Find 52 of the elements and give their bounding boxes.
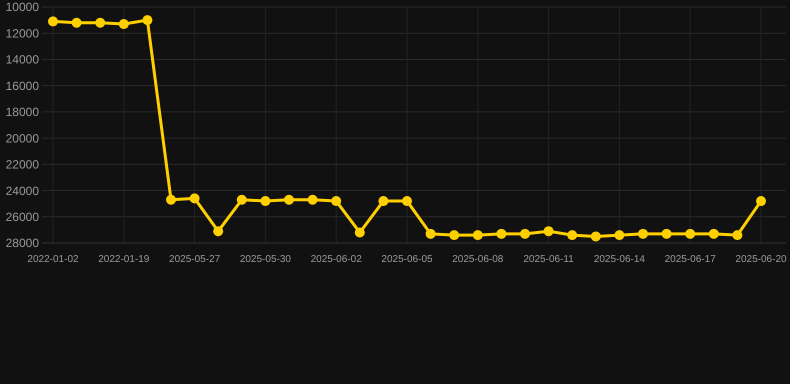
point bbox=[142, 15, 152, 26]
point bbox=[402, 196, 412, 206]
point bbox=[472, 230, 483, 240]
x-tick-label: 2025-06-08 bbox=[452, 254, 504, 265]
point bbox=[354, 228, 365, 238]
point bbox=[213, 226, 224, 236]
point bbox=[190, 193, 200, 204]
point bbox=[236, 194, 247, 205]
point bbox=[166, 194, 176, 205]
point bbox=[284, 194, 294, 205]
point bbox=[544, 226, 554, 236]
point bbox=[449, 230, 460, 240]
point bbox=[567, 230, 578, 240]
point bbox=[118, 19, 129, 30]
y-tick-label: 22000 bbox=[6, 158, 40, 172]
point bbox=[520, 228, 530, 239]
point bbox=[426, 228, 436, 239]
x-tick-label: 2022-01-02 bbox=[27, 254, 80, 265]
point bbox=[260, 196, 270, 206]
point bbox=[685, 228, 696, 239]
point bbox=[708, 228, 719, 239]
point bbox=[756, 196, 766, 206]
y-tick-label: 20000 bbox=[6, 131, 40, 146]
point bbox=[95, 18, 106, 28]
y-tick-label: 12000 bbox=[6, 26, 40, 40]
y-tick-label: 24000 bbox=[6, 184, 40, 198]
point bbox=[48, 16, 58, 26]
point bbox=[331, 196, 342, 206]
y-tick-label: 16000 bbox=[6, 78, 40, 93]
y-tick-label: 28000 bbox=[6, 236, 40, 250]
point bbox=[378, 196, 388, 206]
y-tick-label: 18000 bbox=[6, 105, 40, 120]
point bbox=[638, 228, 648, 239]
x-tick-label: 2025-06-11 bbox=[523, 254, 574, 265]
x-tick-label: 2025-06-17 bbox=[664, 254, 716, 265]
x-tick-label: 2025-06-20 bbox=[735, 254, 788, 265]
point bbox=[72, 18, 82, 28]
point bbox=[662, 228, 672, 239]
y-tick-label: 10000 bbox=[6, 0, 40, 14]
point bbox=[308, 194, 318, 205]
x-tick-label: 2025-05-27 bbox=[169, 254, 221, 265]
x-tick-label: 2022-01-19 bbox=[98, 254, 150, 265]
x-tick-label: 2025-06-14 bbox=[594, 254, 646, 265]
x-tick-label: 2025-06-02 bbox=[310, 254, 362, 265]
x-tick-label: 2025-06-05 bbox=[381, 254, 434, 265]
point bbox=[614, 230, 624, 240]
point bbox=[590, 231, 601, 242]
point bbox=[496, 228, 506, 239]
y-tick-label: 26000 bbox=[6, 210, 40, 224]
point bbox=[732, 230, 742, 240]
y-tick-label: 14000 bbox=[6, 52, 40, 67]
x-tick-label: 2025-05-30 bbox=[240, 254, 292, 265]
